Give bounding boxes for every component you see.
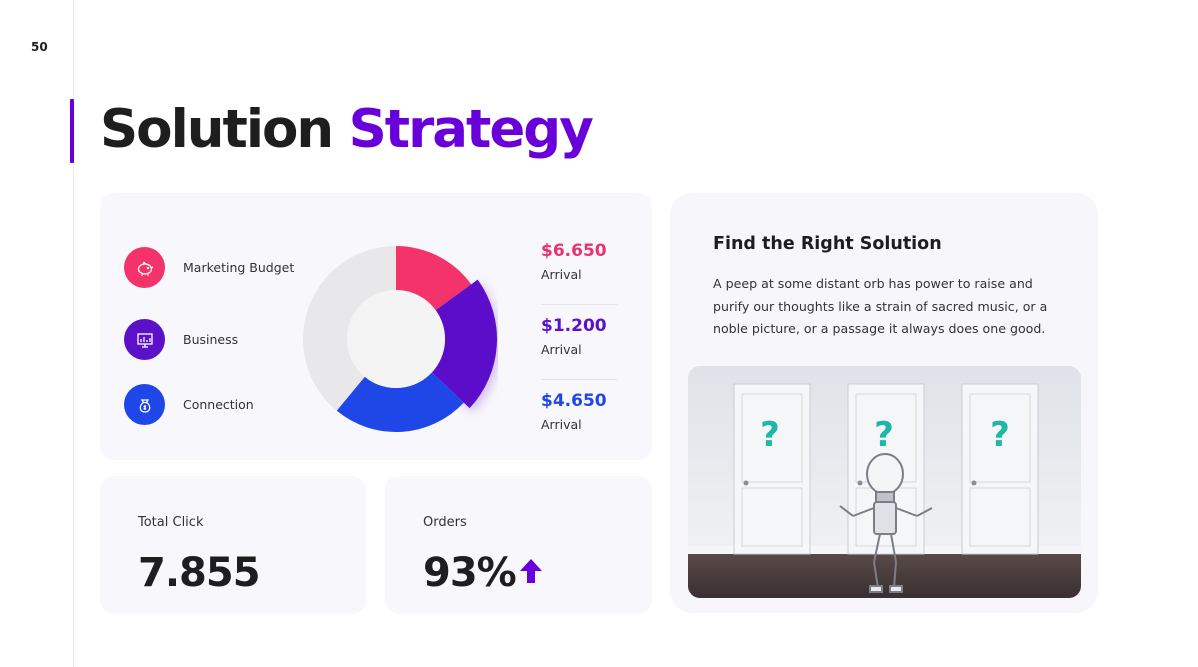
budget-chart-card: Marketing Budget Business Connection (100, 193, 652, 460)
question-mark: ? (874, 415, 894, 455)
doors-robot-image: ? ? ? (688, 366, 1081, 598)
side-divider (73, 0, 74, 667)
legend-label: Business (183, 332, 239, 347)
orders-card: Orders 93% (385, 476, 652, 614)
presentation-chart-icon (124, 319, 165, 360)
money-bag-icon (124, 384, 165, 425)
value-item: $6.650 Arrival (541, 241, 621, 315)
legend-label: Marketing Budget (183, 260, 295, 275)
value-caption: Arrival (541, 342, 582, 357)
value-amount: $6.650 (541, 241, 607, 261)
arrow-up-icon (520, 559, 542, 583)
total-click-card: Total Click 7.855 (100, 476, 366, 614)
solution-card: Find the Right Solution A peep at some d… (670, 193, 1098, 613)
donut-slice (303, 246, 396, 411)
value-caption: Arrival (541, 417, 582, 432)
value-caption: Arrival (541, 267, 582, 282)
legend-item-connection: Connection (124, 384, 254, 425)
stat-label: Total Click (138, 515, 204, 530)
stat-value: 93% (423, 550, 517, 596)
divider (541, 379, 617, 380)
title-part-2: Strategy (348, 99, 594, 160)
legend-item-business: Business (124, 319, 238, 360)
stat-value: 7.855 (138, 550, 261, 596)
donut-slice (396, 246, 472, 311)
title-part-1: Solution (100, 99, 334, 160)
legend-label: Connection (183, 397, 254, 412)
donut-slice (431, 279, 497, 409)
piggy-bank-icon (124, 247, 165, 288)
question-mark: ? (760, 415, 780, 455)
legend-item-marketing-budget: Marketing Budget (124, 247, 294, 288)
solution-title: Find the Right Solution (713, 234, 942, 254)
value-item: $1.200 Arrival (541, 316, 621, 390)
divider (541, 304, 617, 305)
value-list: $6.650 Arrival $1.200 Arrival $4.650 Arr… (541, 241, 621, 465)
page-title: Solution Strategy (100, 94, 594, 166)
value-amount: $4.650 (541, 391, 607, 411)
page-number: 50 (31, 40, 48, 54)
title-accent-bar (70, 99, 74, 163)
donut-chart (303, 246, 497, 432)
donut-slice (336, 372, 464, 432)
value-item: $4.650 Arrival (541, 391, 621, 465)
question-mark: ? (990, 415, 1010, 455)
stat-label: Orders (423, 515, 467, 530)
solution-description: A peep at some distant orb has power to … (713, 276, 1048, 336)
value-amount: $1.200 (541, 316, 607, 336)
